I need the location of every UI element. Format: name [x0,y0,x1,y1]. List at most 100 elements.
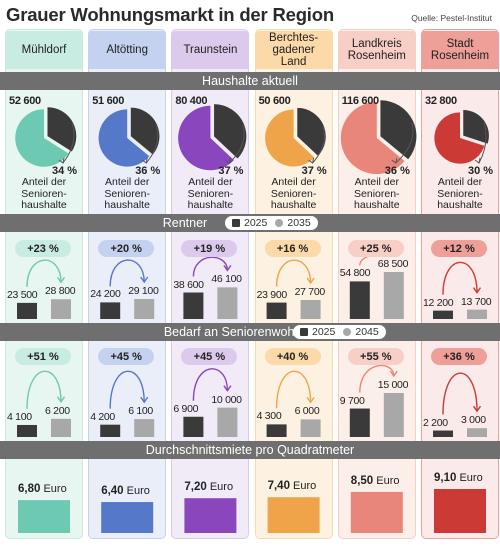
pie-slice-senior-mühldorf [47,107,77,152]
legend-label-2025: 2025 [244,217,268,229]
demand-bar-2025-altötting [100,424,121,437]
pie-arrow-landkreis-rosenheim [395,122,414,164]
band-households: Haushalte aktuell [0,72,500,90]
demand-value-2045-traunstein: 10 000 [211,393,242,406]
demand-arrow-berchtesgadener-land [275,370,312,409]
pensioners-arrow-stadt-rosenheim [442,261,478,295]
demand-bar-2025-traunstein [183,416,204,437]
rent-amount: 9,10 [434,472,457,484]
share-label-landkreis-rosenheim: Anteil der Senioren-haushalte [354,176,400,211]
demand-value-2045-stadt-rosenheim: 3 000 [461,414,486,427]
share-label-stadt-rosenheim: Anteil der Senioren-haushalte [437,176,483,211]
region-name: Landkreis Rosenheim [347,38,406,62]
pie-arrow-stadt-rosenheim [478,121,487,164]
rent-bar-traunstein [184,498,237,533]
household-count-stadt-rosenheim: 32 800 [425,95,457,107]
household-count-altötting: 51 600 [92,95,125,107]
demand-bar-2025-mühldorf [17,424,37,437]
rent-unit: Euro [206,481,234,494]
pie-arrowhead-berchtesgadener-land [308,157,315,164]
pensioners-change-traunstein: +19 % [181,240,238,257]
demand-value-2045-berchtesgadener-land: 6 000 [294,405,320,418]
pensioners-change-mühldorf: +23 % [15,240,71,257]
pensioners-arrow-mühldorf [26,259,62,287]
share-label-traunstein: Anteil der Senioren-haushalte [187,176,234,211]
share-label-mühldorf: Anteil der Senioren-haushalte [21,176,67,211]
pensioners-change-berchtesgadener-land: +16 % [264,240,321,257]
pensioners-change-stadt-rosenheim: +12 % [431,240,487,257]
senior-share-stadt-rosenheim: 30 % [468,165,494,177]
pensioners-arrowhead-altötting [140,276,149,284]
demand-bar-2025-stadt-rosenheim [433,430,453,437]
rent-amount: 6,40 [101,485,124,498]
rent-value-landkreis-rosenheim: 8,50 Euro [351,475,400,487]
pie-slice-senior-landkreis-rosenheim [380,100,417,160]
demand-arrowhead-berchtesgadener-land [306,396,315,404]
pensioners-bar-2035-altötting [134,299,155,319]
pie-arrow-berchtesgadener-land [312,126,325,164]
rent-bar-mühldorf [18,500,70,533]
pensioners-value-2035-landkreis-rosenheim: 68 500 [377,258,409,270]
band-rent: Durchschnittsmiete pro Quadratmeter [0,441,500,459]
senior-share-mühldorf: 34 % [52,165,78,177]
column-header-stadt-rosenheim: Stadt Rosenheim [421,31,499,69]
pensioners-value-2035-mühldorf: 28 800 [45,285,76,298]
household-count-traunstein: 80 400 [175,95,208,107]
region-name: Stadt Rosenheim [430,38,490,62]
demand-value-2025-berchtesgadener-land: 4 300 [256,410,282,423]
demand-change-stadt-rosenheim: +36 % [431,348,487,365]
pie-slice-other-stadt-rosenheim [434,112,485,164]
column-header-berchtesgadener-land: Berchtes-gadener Land [254,31,333,69]
demand-change-mühldorf: +51 % [15,348,71,365]
band-pensioners-label: Rentner [162,216,208,230]
legend-pensioners: 2025 2035 [225,216,318,230]
senior-share-berchtesgadener-land: 37 % [301,165,327,177]
column-header-altötting: Altötting [88,31,167,69]
pensioners-arrow-altötting [109,259,145,287]
pensioners-value-2025-traunstein: 38 600 [173,278,204,291]
demand-arrowhead-traunstein [223,385,232,392]
legend-label-2035: 2035 [287,217,311,229]
demand-arrow-stadt-rosenheim [442,372,478,415]
demand-bar-2025-landkreis-rosenheim [349,408,370,437]
rent-amount: 7,20 [184,481,207,494]
pensioners-bar-2035-berchtesgadener-land [300,299,321,319]
pie-slice-senior-altötting [130,107,160,155]
pensioners-value-2035-stadt-rosenheim: 13 700 [461,295,492,308]
page-title: Grauer Wohnungsmarkt in der Region [6,4,334,25]
rent-value-altötting: 6,40 Euro [101,485,150,497]
demand-value-2045-mühldorf: 6 200 [45,404,70,417]
pensioners-value-2025-mühldorf: 23 500 [7,288,38,301]
senior-share-traunstein: 37 % [218,165,244,177]
demand-arrowhead-mühldorf [56,396,66,404]
pensioners-bar-2035-traunstein [217,287,238,319]
region-name: Traunstein [183,44,238,56]
demand-value-2045-altötting: 6 100 [128,405,153,418]
pensioners-bar-2025-stadt-rosenheim [433,310,453,319]
pensioners-bar-2025-mühldorf [17,302,37,319]
demand-bar-2045-traunstein [217,407,238,437]
rent-unit: Euro [289,480,317,493]
household-count-berchtesgadener-land: 50 600 [258,95,291,107]
legend-swatch-2025 [232,219,240,227]
rent-bar-altötting [101,502,154,533]
pie-arrowhead-mühldorf [58,157,65,164]
household-count-mühldorf: 52 600 [9,95,41,107]
demand-bar-2045-altötting [134,419,155,437]
demand-arrowhead-landkreis-rosenheim [389,370,398,378]
pie-slice-senior-berchtesgadener-land [297,107,326,156]
demand-change-altötting: +45 % [98,348,155,365]
pie-arrow-mühldorf [62,123,75,164]
legend-swatch-2045 [343,328,352,336]
pie-arrow-altötting [145,125,159,164]
pensioners-value-2025-stadt-rosenheim: 12 200 [423,296,454,309]
band-rent-label: Durchschnittsmiete pro Quadratmeter [145,443,355,457]
rent-unit: Euro [456,472,483,484]
pensioners-value-2025-altötting: 24 200 [90,288,121,301]
senior-share-landkreis-rosenheim: 36 % [384,165,410,177]
rent-unit: Euro [40,483,67,496]
pie-slice-other-mühldorf [15,109,69,167]
pie-slice-senior-traunstein [214,104,247,159]
pensioners-value-2025-berchtesgadener-land: 23 900 [256,288,288,301]
region-name: Altötting [106,44,148,56]
